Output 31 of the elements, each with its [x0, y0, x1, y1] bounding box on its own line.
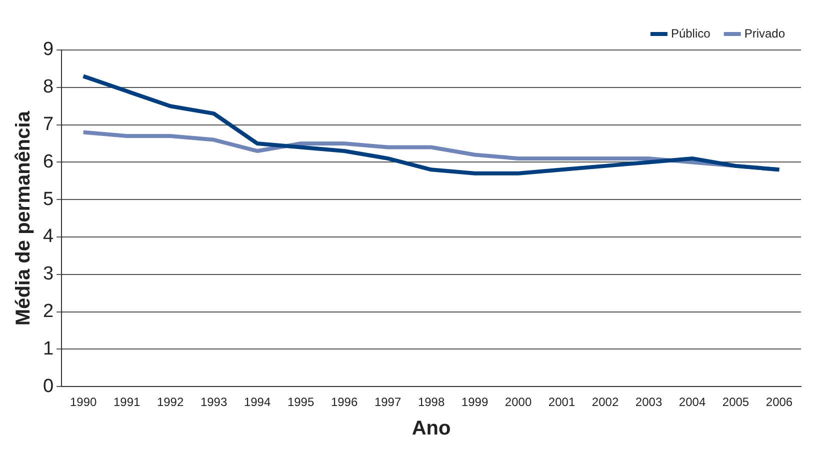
x-tick-label: 1991 [113, 395, 140, 410]
x-tick-label: 1997 [374, 395, 402, 410]
y-tick-label: 7 [42, 114, 54, 136]
x-tick-label: 1994 [244, 395, 271, 410]
x-tick-label: 1995 [287, 395, 314, 410]
x-tick-label: 2001 [548, 395, 576, 410]
x-tick-label: 1992 [156, 395, 184, 410]
x-tick-label: 2006 [766, 395, 793, 410]
x-tick-label: 1999 [461, 395, 488, 410]
y-tick-label: 6 [42, 151, 54, 172]
y-tick-label: 3 [42, 264, 54, 285]
x-tick-label: 2003 [635, 395, 662, 410]
legend-label: Privado [744, 26, 786, 40]
y-tick-label: 8 [42, 76, 54, 98]
y-tick-label: 9 [42, 39, 54, 60]
legend-label: Público [670, 26, 711, 40]
y-tick-label: 0 [42, 376, 54, 397]
x-tick-label: 1998 [418, 395, 445, 410]
x-tick-label: 2002 [592, 395, 619, 410]
x-tick-label: 2000 [504, 395, 532, 410]
y-tick-label: 5 [42, 188, 54, 210]
y-tick-label: 1 [42, 338, 54, 360]
x-tick-label: 2004 [678, 395, 706, 410]
x-tick-label: 1996 [330, 395, 358, 410]
x-tick-label: 1990 [70, 395, 97, 410]
y-axis-title: Média de permanência [12, 110, 35, 326]
y-tick-label: 4 [42, 226, 54, 248]
x-tick-label: 2005 [722, 395, 750, 410]
x-axis-title: Ano [412, 418, 451, 440]
y-tick-label: 2 [42, 301, 54, 322]
x-tick-label: 1993 [200, 395, 228, 410]
